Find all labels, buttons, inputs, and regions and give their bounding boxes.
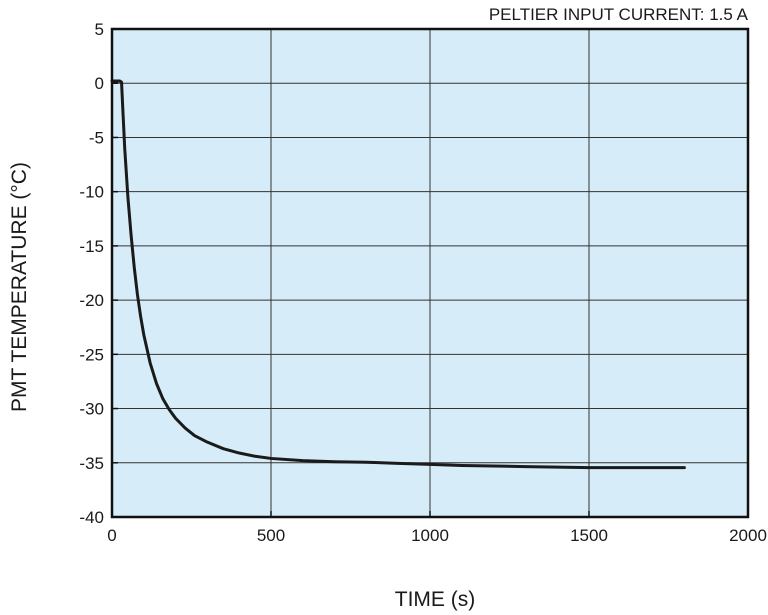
- x-tick-label: 1500: [570, 526, 608, 545]
- y-tick-label: 5: [95, 20, 104, 39]
- x-tick-label: 500: [257, 526, 285, 545]
- y-tick-label: -5: [89, 128, 104, 147]
- y-axis-title: PMT TEMPERATURE (°C): [8, 162, 31, 412]
- x-tick-label: 0: [107, 526, 116, 545]
- x-tick-label: 1000: [411, 526, 449, 545]
- y-tick-label: -25: [79, 345, 104, 364]
- annotation-label: PELTIER INPUT CURRENT: 1.5 A: [489, 5, 749, 24]
- series-line: [110, 79, 686, 470]
- x-axis-title: TIME (s): [395, 588, 475, 611]
- y-tick-label: -10: [79, 183, 104, 202]
- grid-lines: [112, 29, 748, 517]
- y-axis-ticks: 5 0 -5 -10 -15 -20 -25 -30 -35 -40: [79, 20, 118, 527]
- y-tick-label: -20: [79, 291, 104, 310]
- y-tick-label: -40: [79, 508, 104, 527]
- y-tick-label: -30: [79, 400, 104, 419]
- x-axis-ticks: 0 500 1000 1500 2000: [107, 511, 767, 545]
- x-tick-label: 2000: [729, 526, 767, 545]
- y-tick-label: -35: [79, 454, 104, 473]
- y-tick-label: 0: [95, 74, 104, 93]
- y-tick-label: -15: [79, 237, 104, 256]
